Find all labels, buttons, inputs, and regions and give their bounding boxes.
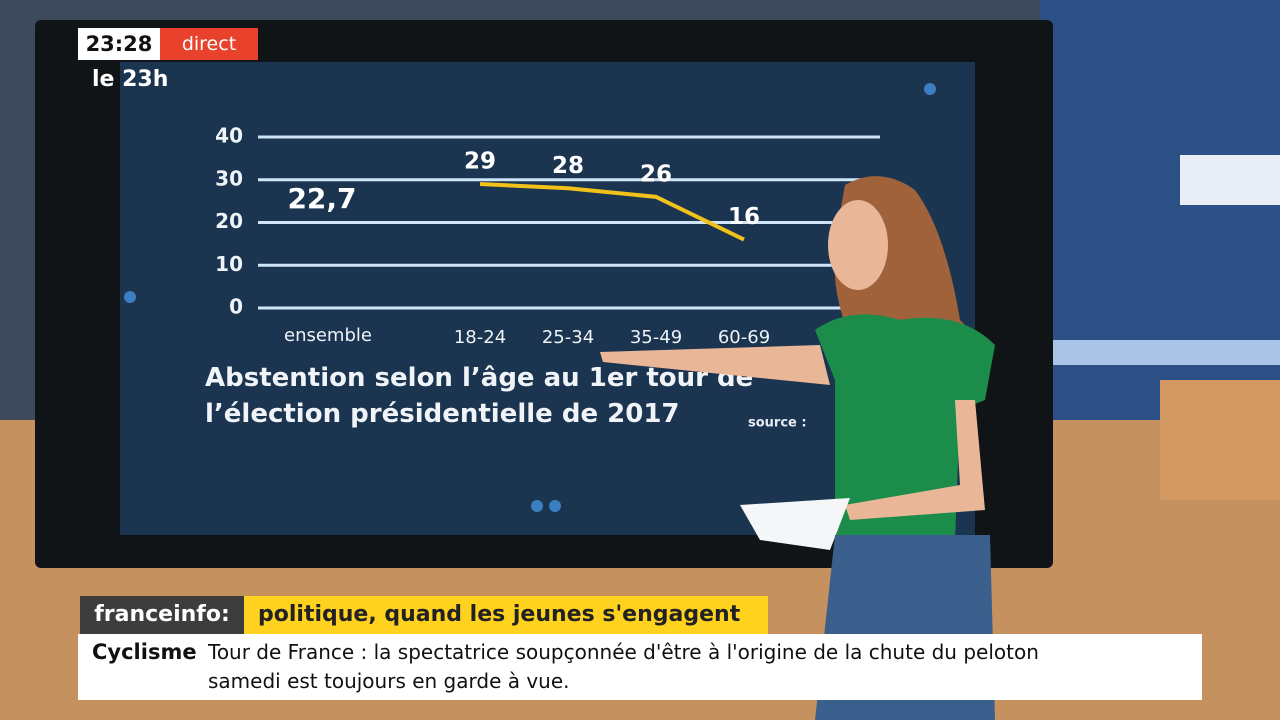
program-name: le 23h [92, 67, 169, 92]
screen-button [924, 83, 936, 95]
value-label: 26 [640, 161, 672, 187]
x-tick-label: 60-69 [718, 327, 770, 348]
ticker-category: Cyclisme [92, 640, 197, 664]
screen [120, 62, 975, 535]
screen-button [531, 500, 543, 512]
chart-source: source : [748, 416, 807, 431]
value-label: 16 [728, 204, 760, 230]
ticker: Cyclisme Tour de France : la spectatrice… [78, 634, 1202, 700]
x-tick-label: 18-24 [454, 327, 506, 348]
data-line [479, 182, 745, 242]
screen-button [124, 291, 136, 303]
y-tick-label: 10 [215, 252, 243, 276]
y-tick-label: 20 [215, 209, 243, 233]
chart-title-box: Abstention selon l’âge au 1er tour de l’… [205, 363, 754, 429]
arm [845, 400, 985, 520]
blue-wall [1040, 0, 1280, 430]
y-tick-label: 40 [215, 124, 243, 148]
value-label: 28 [552, 153, 584, 179]
y-tick-label: 30 [215, 166, 243, 190]
face [828, 200, 888, 290]
ticker-line: samedi est toujours en garde à vue. [208, 669, 570, 693]
headline: politique, quand les jeunes s'engagent [244, 596, 768, 634]
overall-value: 22,7 [287, 182, 356, 215]
value-label: 29 [464, 149, 496, 175]
screen-button [549, 500, 561, 512]
live-badge: direct [160, 28, 258, 60]
x-tick-label: 35-49 [630, 327, 682, 348]
y-tick-label: 0 [229, 295, 243, 319]
light-panel [1180, 155, 1280, 205]
top [815, 314, 995, 540]
ticker-line: Tour de France : la spectatrice soupçonn… [208, 640, 1039, 664]
papers [740, 498, 850, 550]
presenter [600, 176, 995, 720]
clock: 23:28 [78, 28, 160, 60]
light-strip [1050, 340, 1280, 365]
x-tick-label: ensemble [284, 325, 372, 346]
chart: 0 10 20 30 40 ensemble 22,7 18-24 29 25-34 28 35-49… [215, 124, 880, 348]
channel-logo: franceinfo: [80, 596, 244, 634]
chart-title: Abstention selon l’âge au 1er tour de l’… [205, 363, 754, 429]
arm [600, 345, 830, 385]
desk [1160, 380, 1280, 500]
x-tick-label: 25-34 [542, 327, 594, 348]
